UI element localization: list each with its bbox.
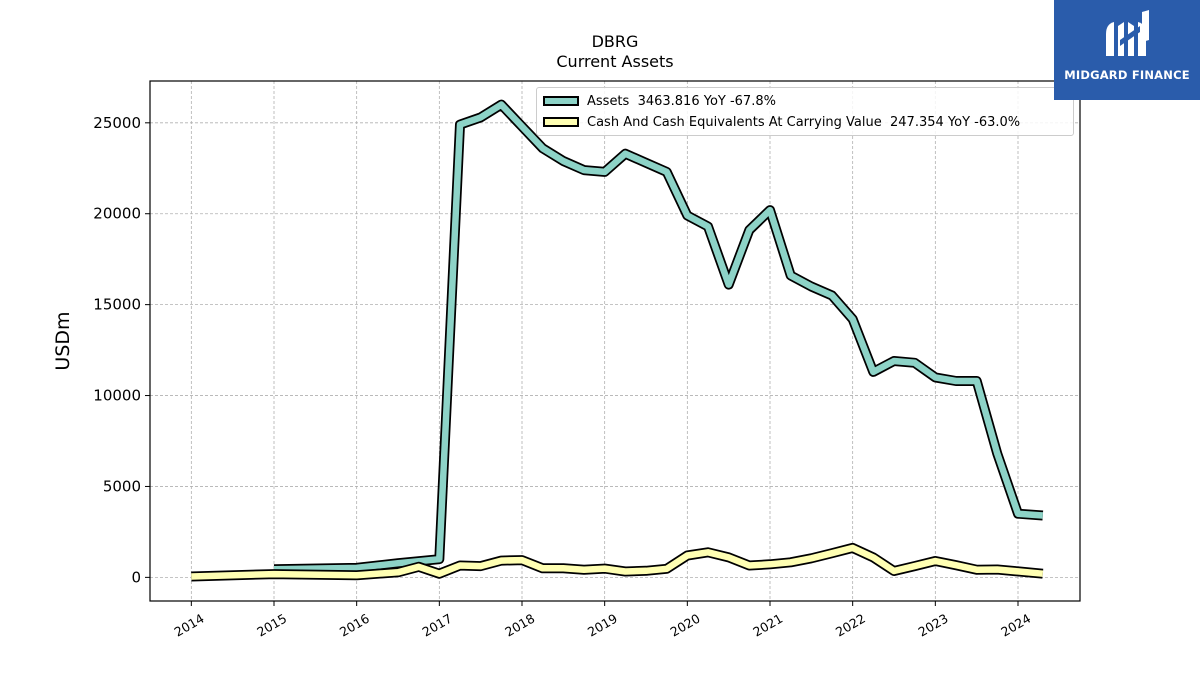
x-tick-label: 2014 [172,611,207,640]
x-tick-label: 2018 [502,611,537,640]
series-assets-line [273,101,1044,573]
x-tick-label: 2023 [916,611,951,640]
y-tick-label: 5000 [103,477,141,495]
y-tick-label: 15000 [93,296,141,314]
y-tick-label: 10000 [93,387,141,405]
chart-title: DBRG [591,32,639,51]
legend-item-cash: Cash And Cash Equivalents At Carrying Va… [543,113,1020,131]
x-tick-label: 2017 [420,611,455,640]
series-cash-line [191,544,1044,580]
x-tick-label: 2021 [750,611,785,640]
legend-item-assets: Assets 3463.816 YoY -67.8% [543,92,776,110]
y-axis-label: USDm [52,311,74,370]
y-tick-label: 0 [131,568,141,586]
x-tick-label: 2024 [998,611,1033,640]
x-tick-label: 2016 [337,611,372,640]
x-tick-label: 2022 [833,611,868,640]
legend: Assets 3463.816 YoY -67.8% Cash And Cash… [536,87,1074,136]
x-tick-label: 2020 [668,611,703,640]
y-axis: 0 5000 10000 15000 20000 25000 [93,114,150,586]
legend-label-assets: Assets 3463.816 YoY -67.8% [587,93,776,109]
legend-label-cash: Cash And Cash Equivalents At Carrying Va… [587,114,1021,130]
y-tick-label: 25000 [93,114,141,132]
logo-mark-icon [1106,10,1149,56]
x-axis: 2014 2015 2016 2017 2018 2019 2020 2021 2022 2023… [172,601,1033,640]
plot-frame [149,80,1081,602]
chart-subtitle: Current Assets [556,52,674,71]
series-assets-outline [273,99,1044,575]
series-lines [191,99,1044,582]
legend-swatch-cash [543,117,579,127]
logo-text: MIDGARD FINANCE [1064,68,1190,82]
x-tick-label: 2019 [585,611,620,640]
x-tick-label: 2015 [254,611,289,640]
midgard-finance-logo: MIDGARD FINANCE [1054,0,1200,100]
legend-swatch-assets [543,96,579,106]
y-tick-label: 20000 [93,205,141,223]
